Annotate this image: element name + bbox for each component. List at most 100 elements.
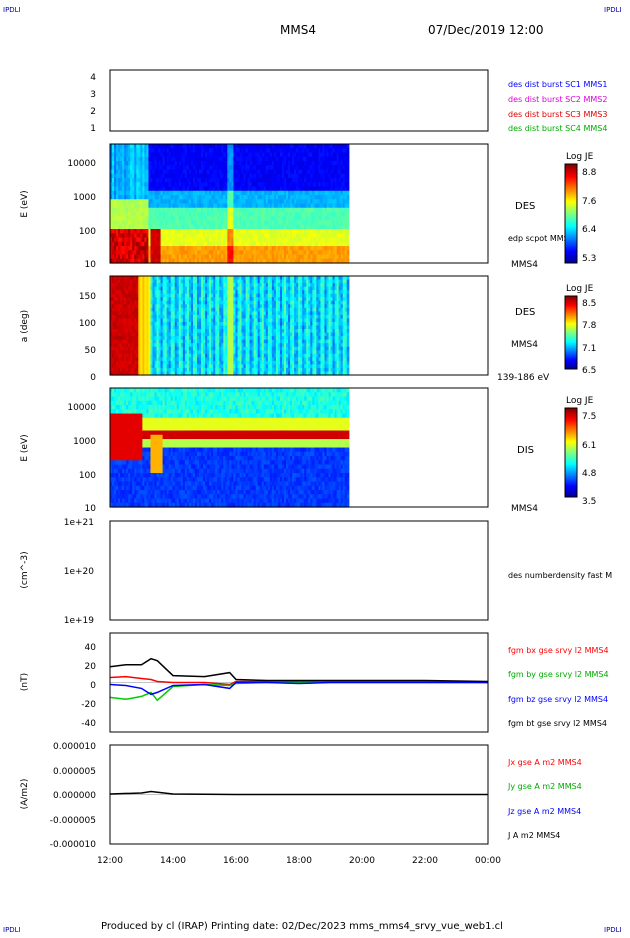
- spectrogram-cell: [136, 173, 139, 179]
- spectrogram-cell: [318, 233, 322, 239]
- spectrogram-cell: [235, 178, 239, 183]
- spectrogram-cell: [213, 199, 216, 205]
- spectrogram-cell: [178, 357, 182, 362]
- spectrogram-cell: [261, 203, 265, 209]
- spectrogram-cell: [168, 367, 172, 373]
- spectrogram-cell: [130, 367, 133, 373]
- spectrogram-cell: [154, 311, 158, 316]
- spectrogram-cell: [150, 229, 154, 234]
- spectrogram-cell: [253, 186, 257, 192]
- spectrogram-cell: [122, 279, 125, 284]
- spectrogram-cell: [235, 186, 239, 192]
- spectrogram-cell: [160, 346, 164, 351]
- spectrogram-cell: [201, 178, 204, 183]
- spectrogram-cell: [180, 254, 184, 260]
- spectrogram-cell: [166, 199, 170, 205]
- spectrogram-cell: [261, 212, 265, 217]
- spectrogram-cell: [182, 237, 186, 243]
- spectrogram-cell: [342, 224, 346, 230]
- spectrogram-cell: [235, 233, 239, 239]
- spectrogram-cell: [154, 237, 158, 243]
- spectrogram-cell: [231, 224, 235, 230]
- spectrogram-cell: [227, 237, 230, 243]
- spectrogram-cell: [259, 212, 263, 217]
- spectrogram-cell: [110, 250, 113, 256]
- spectrogram-cell: [292, 220, 295, 226]
- spectrogram-cell: [176, 364, 180, 369]
- spectrogram-cell: [154, 300, 158, 305]
- spectrogram-cell: [168, 241, 172, 247]
- spectrogram-cell: [241, 156, 245, 162]
- spectrogram-cell: [237, 207, 241, 213]
- spectrogram-cell: [241, 250, 245, 256]
- spectrogram-cell: [233, 148, 237, 154]
- spectrogram-cell: [233, 173, 237, 179]
- spectrogram-cell: [213, 212, 216, 217]
- spectrogram-cell: [328, 229, 332, 234]
- spectrogram-cell: [122, 297, 125, 302]
- spectrogram-cell: [128, 190, 131, 196]
- spectrogram-cell: [269, 241, 273, 247]
- spectrogram-cell: [296, 233, 299, 239]
- spectrogram-cell: [235, 144, 239, 149]
- spectrogram-cell: [223, 353, 226, 358]
- spectrogram-cell: [164, 241, 168, 247]
- spectrogram-cell: [190, 286, 194, 291]
- spectrogram-cell: [271, 186, 275, 192]
- spectrogram-cell: [148, 195, 152, 200]
- spectrogram-cell: [186, 332, 190, 337]
- spectrogram-cell: [308, 207, 311, 213]
- spectrogram-cell: [229, 307, 232, 312]
- spectrogram-cell: [144, 350, 148, 355]
- spectrogram-cell: [182, 207, 186, 213]
- spectrogram-cell: [215, 212, 218, 217]
- spectrogram-cell: [342, 182, 346, 188]
- spectrogram-cell: [241, 258, 245, 264]
- spectrogram-cell: [178, 165, 182, 171]
- spectrogram-cell: [186, 360, 190, 365]
- spectrogram-cell: [128, 297, 131, 302]
- spectrogram-cell: [118, 314, 121, 320]
- spectrogram-cell: [342, 258, 346, 264]
- spectrogram-cell: [342, 212, 346, 217]
- spectrogram-cell: [259, 161, 263, 166]
- spectrogram-cell: [190, 178, 194, 183]
- spectrogram-cell: [170, 332, 174, 337]
- spectrogram-cell: [219, 237, 222, 243]
- spectrogram-cell: [192, 152, 196, 158]
- spectrogram-cell: [318, 224, 322, 230]
- spectrogram-cell: [306, 199, 309, 205]
- spectrogram-cell: [225, 276, 228, 281]
- spectrogram-cell: [271, 229, 275, 234]
- spectrogram-cell: [207, 241, 210, 247]
- spectrogram-cell: [136, 329, 139, 334]
- spectrogram-cell: [128, 371, 131, 376]
- spectrogram-cell: [306, 173, 309, 179]
- spectrogram-cell: [205, 254, 208, 260]
- spectrogram-cell: [237, 182, 241, 188]
- spectrogram-cell: [130, 321, 133, 327]
- spectrogram-cell: [150, 325, 154, 330]
- spectrogram-cell: [340, 156, 344, 162]
- spectrogram-cell: [205, 283, 208, 288]
- spectrogram-cell: [304, 182, 307, 188]
- spectrogram-cell: [288, 148, 291, 154]
- spectrogram-cell: [211, 178, 214, 183]
- spectrogram-cell: [132, 148, 135, 154]
- spectrogram-cell: [261, 169, 265, 175]
- spectrogram-cell: [190, 254, 194, 260]
- spectrogram-cell: [152, 237, 156, 243]
- spectrogram-cell: [142, 364, 145, 369]
- spectrogram-cell: [344, 207, 348, 213]
- spectrogram-cell: [328, 173, 332, 179]
- spectrogram-cell: [168, 290, 172, 295]
- spectrogram-cell: [126, 321, 129, 327]
- spectrogram-cell: [136, 165, 139, 171]
- spectrogram-cell: [269, 182, 273, 188]
- spectrogram-cell: [320, 173, 324, 179]
- spectrogram-cell: [213, 250, 216, 256]
- spectrogram-cell: [174, 199, 178, 205]
- spectrogram-cell: [346, 250, 350, 256]
- spectrogram-cell: [320, 246, 324, 251]
- spectrogram-cell: [326, 173, 330, 179]
